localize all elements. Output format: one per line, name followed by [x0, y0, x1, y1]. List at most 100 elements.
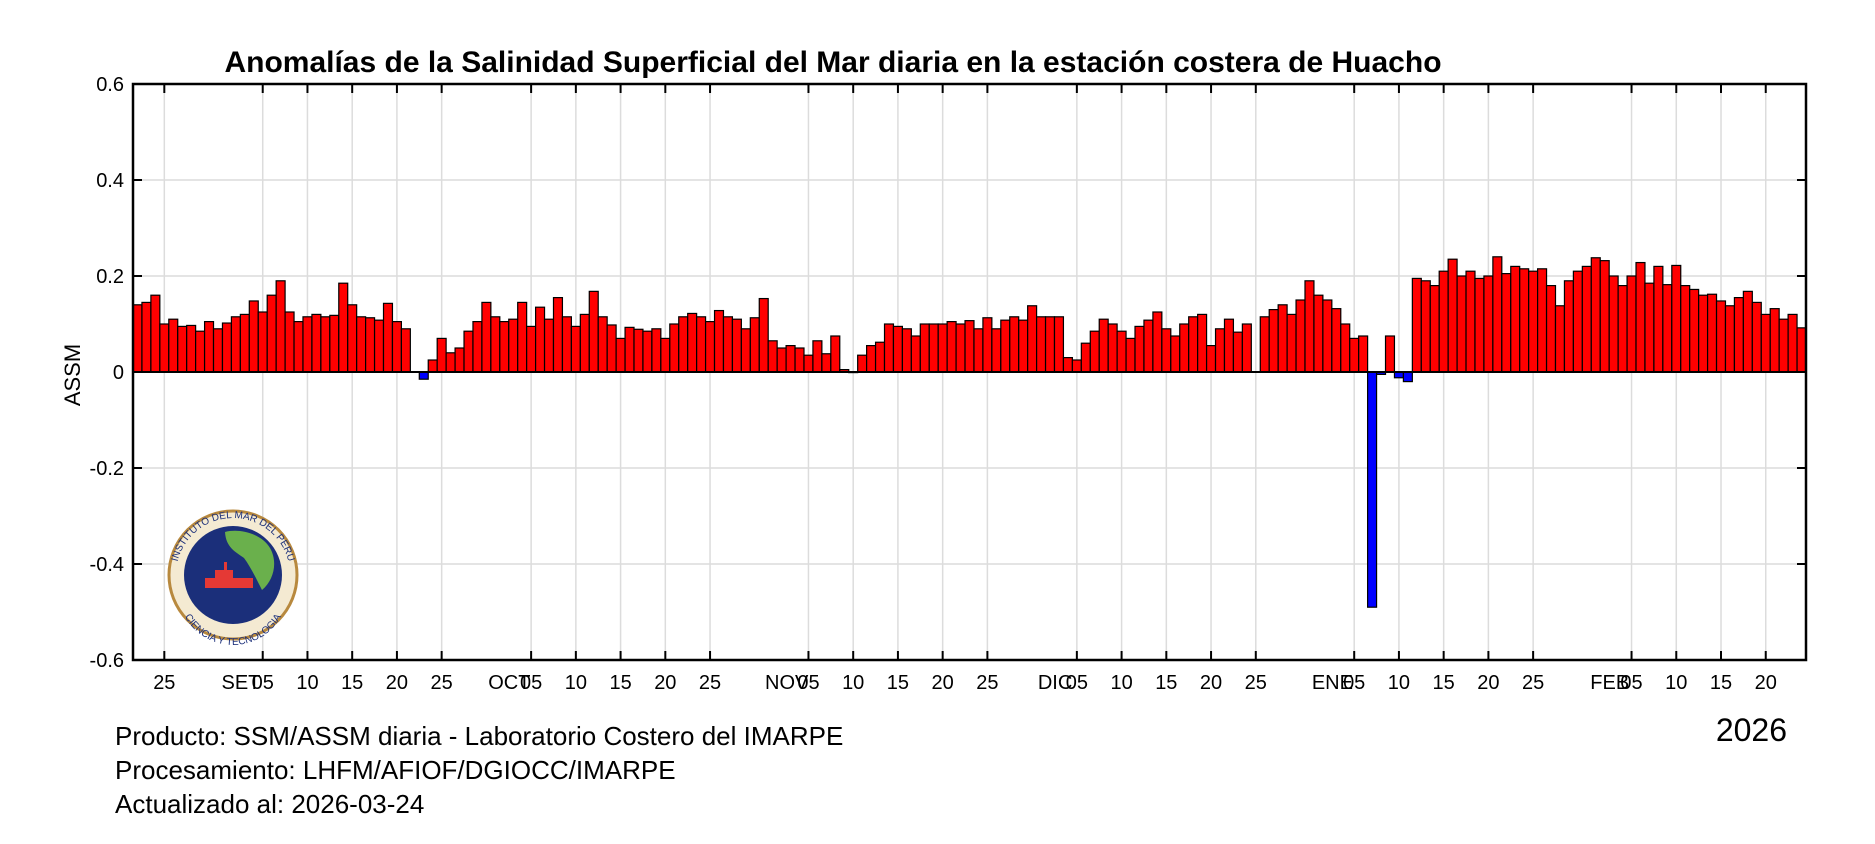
bar — [1617, 285, 1628, 373]
bar — [1331, 308, 1342, 373]
bar — [669, 323, 680, 373]
x-tick-label: 05 — [1620, 672, 1642, 694]
bar — [212, 328, 224, 373]
bar — [758, 297, 769, 373]
bar — [1089, 330, 1100, 373]
bar — [1581, 265, 1592, 373]
y-tick-label: 0.4 — [96, 170, 124, 192]
bar — [1572, 270, 1583, 373]
bar — [1447, 258, 1458, 373]
bar — [749, 317, 760, 373]
bar — [1098, 318, 1109, 373]
bar — [1179, 323, 1190, 373]
bar — [1635, 261, 1646, 373]
y-tick-label: -0.6 — [90, 650, 124, 672]
bar — [1295, 299, 1306, 373]
bar — [1787, 313, 1798, 373]
bar — [311, 313, 322, 373]
bar — [418, 371, 429, 380]
bar — [1313, 294, 1324, 373]
bar — [1492, 256, 1503, 373]
bar — [1241, 323, 1252, 373]
bar — [284, 311, 295, 373]
x-tick-label: 10 — [296, 672, 318, 694]
bar — [1715, 300, 1727, 373]
bar — [812, 340, 823, 373]
bar — [132, 304, 143, 373]
bar — [973, 328, 984, 373]
bar — [239, 313, 250, 373]
bar — [203, 321, 215, 373]
footer-product: Producto: SSM/ASSM diaria - Laboratorio … — [115, 721, 844, 751]
bar — [400, 328, 411, 373]
x-tick-label: 15 — [887, 672, 909, 694]
axes — [131, 82, 1808, 662]
x-tick-label: 10 — [565, 672, 587, 694]
bar — [508, 318, 519, 373]
bar — [445, 352, 456, 373]
bar — [320, 316, 331, 373]
bar — [1161, 328, 1172, 373]
x-tick-label: 05 — [252, 672, 274, 694]
bar — [463, 330, 474, 373]
y-axis-label: ASSM — [60, 344, 85, 406]
bar — [1223, 318, 1235, 373]
bar — [1474, 277, 1485, 373]
bar — [329, 314, 340, 373]
bar — [642, 330, 653, 373]
bar — [150, 294, 161, 373]
bar — [874, 341, 886, 373]
bar — [919, 323, 930, 373]
x-tick-label: 25 — [1522, 672, 1544, 694]
x-tick-label: 20 — [654, 672, 676, 694]
bar — [1188, 316, 1199, 373]
bar — [883, 323, 895, 373]
bar — [991, 328, 1002, 373]
bar — [1018, 319, 1029, 373]
bar — [534, 306, 546, 373]
chart-title: Anomalías de la Salinidad Superficial de… — [224, 46, 1441, 79]
bar — [373, 319, 385, 373]
bar — [857, 354, 868, 373]
x-tick-label: FEB — [1590, 672, 1629, 694]
bar — [1268, 309, 1279, 373]
bar — [1671, 264, 1682, 373]
bar — [696, 316, 707, 373]
bar — [1733, 297, 1744, 373]
x-tick-label: 20 — [1477, 672, 1499, 694]
bar — [1214, 328, 1226, 373]
bar — [257, 311, 268, 373]
bar — [1009, 316, 1020, 373]
x-tick-label: 15 — [1155, 672, 1177, 694]
bar — [794, 347, 805, 373]
bar — [606, 324, 617, 373]
bar — [159, 323, 170, 373]
bar — [1751, 301, 1762, 373]
x-tick-label: 20 — [932, 672, 954, 694]
bar — [910, 335, 921, 373]
x-tick-label: DIC — [1038, 672, 1072, 694]
bar — [543, 318, 555, 373]
bar — [302, 316, 313, 373]
bar — [1680, 285, 1691, 373]
bar — [168, 318, 179, 373]
bar — [490, 316, 501, 373]
bar — [687, 312, 698, 373]
x-tick-label: ENE — [1312, 672, 1353, 694]
bar — [248, 300, 259, 373]
bar — [1027, 305, 1038, 373]
bar — [1537, 268, 1548, 373]
bar — [1662, 284, 1673, 373]
bar — [382, 302, 394, 373]
x-tick-label: 20 — [1755, 672, 1777, 694]
bar — [1277, 304, 1288, 373]
bar-series — [132, 256, 1807, 608]
bar — [1367, 371, 1378, 608]
bar — [1116, 330, 1127, 373]
bar — [221, 322, 233, 373]
x-tick-label: 10 — [1665, 672, 1687, 694]
x-tick-label: 05 — [797, 672, 819, 694]
bar — [830, 335, 841, 373]
bar — [1152, 311, 1163, 373]
x-tick-label: 10 — [1110, 672, 1132, 694]
